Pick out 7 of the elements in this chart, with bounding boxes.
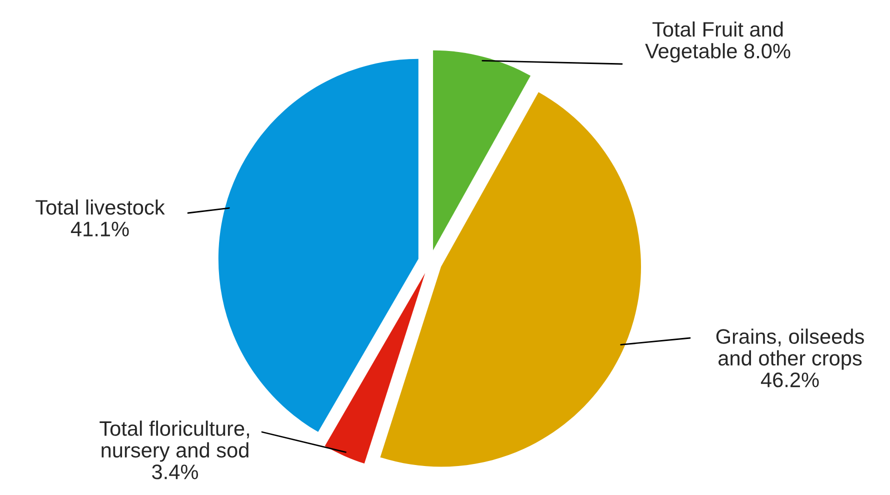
slice-label: Total livestock: [36, 199, 165, 215]
data-label: 46.2%: [760, 372, 819, 388]
data-label: 3.4%: [152, 464, 198, 480]
slice-label: Total Fruit and Vegetable 8.0%: [645, 21, 790, 63]
slice-label: Grains, oilseeds and other crops: [716, 328, 864, 370]
data-label: 41.1%: [70, 222, 129, 236]
slice-label: Total floriculture, nursery and sod: [100, 420, 249, 462]
